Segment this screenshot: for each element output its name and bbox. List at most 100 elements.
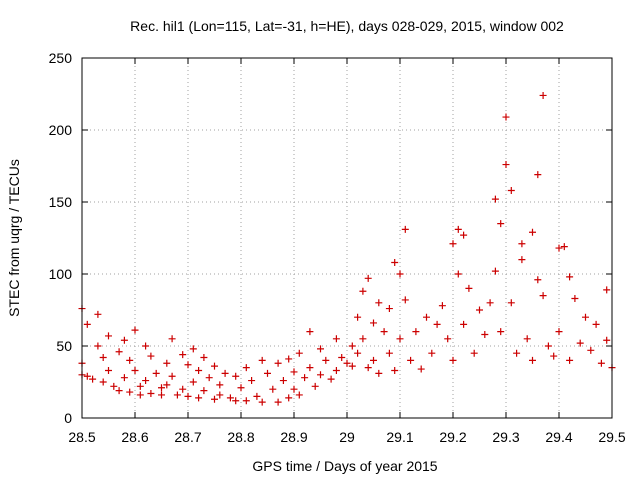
data-point — [428, 349, 436, 357]
data-point — [89, 375, 97, 383]
data-point — [507, 186, 515, 194]
data-point — [385, 349, 393, 357]
data-point — [226, 394, 234, 402]
grid — [82, 58, 612, 418]
data-point — [370, 319, 377, 327]
x-tick-label: 29.3 — [492, 429, 519, 445]
data-point — [354, 313, 362, 321]
data-point — [407, 356, 415, 364]
data-point — [338, 354, 346, 362]
data-point — [348, 342, 356, 350]
data-point — [163, 381, 171, 389]
data-point — [582, 313, 589, 321]
data-point — [105, 332, 112, 340]
x-tick-label: 28.7 — [174, 429, 201, 445]
data-point — [460, 320, 468, 328]
data-point — [126, 388, 134, 396]
data-point — [391, 366, 399, 374]
data-point — [306, 328, 314, 336]
data-point — [290, 385, 298, 393]
data-point — [232, 397, 240, 405]
data-point — [380, 328, 388, 336]
data-point — [120, 374, 128, 382]
y-axis-label: STEC from uqrg / TECUs — [6, 159, 22, 317]
data-point — [497, 328, 505, 336]
data-point — [173, 391, 181, 399]
data-point — [126, 356, 134, 364]
data-point — [502, 113, 510, 121]
data-point — [481, 330, 489, 338]
data-point — [115, 348, 123, 356]
data-point — [295, 391, 303, 399]
data-point — [401, 225, 409, 233]
data-point — [322, 356, 330, 364]
data-point — [168, 335, 176, 343]
data-point — [539, 292, 547, 300]
data-point — [449, 356, 457, 364]
x-tick-label: 29.2 — [439, 429, 466, 445]
data-point — [491, 267, 499, 275]
data-point — [184, 361, 192, 369]
data-point — [433, 320, 441, 328]
data-point — [497, 220, 505, 228]
data-point — [438, 302, 446, 310]
data-point — [370, 356, 377, 364]
data-point — [189, 378, 197, 386]
data-point — [423, 313, 430, 321]
data-point — [332, 366, 340, 374]
data-point — [94, 342, 102, 350]
data-point — [306, 364, 314, 372]
data-point — [264, 369, 271, 377]
data-point — [544, 342, 552, 350]
data-point — [460, 231, 468, 239]
data-point — [83, 320, 91, 328]
data-point — [560, 243, 568, 251]
data-point — [274, 398, 282, 406]
data-point — [147, 352, 155, 360]
data-point — [486, 299, 494, 307]
data-point — [136, 382, 144, 390]
x-tick-label: 29.4 — [545, 429, 572, 445]
data-point — [179, 351, 187, 359]
x-tick-label: 28.6 — [121, 429, 148, 445]
data-point — [83, 372, 91, 380]
data-point — [110, 382, 118, 390]
x-tick-label: 28.5 — [68, 429, 95, 445]
data-point — [168, 372, 176, 380]
data-point — [142, 342, 150, 350]
x-axis-label: GPS time / Days of year 2015 — [252, 458, 437, 474]
data-point — [375, 299, 383, 307]
y-tick-label: 50 — [56, 338, 72, 354]
data-point — [566, 356, 574, 364]
data-point — [184, 392, 192, 400]
data-point — [274, 359, 282, 367]
data-point — [142, 377, 150, 385]
data-point — [211, 362, 218, 370]
data-point — [465, 284, 473, 292]
data-point — [99, 354, 107, 362]
data-point — [195, 366, 203, 374]
data-point — [216, 391, 224, 399]
data-point — [200, 354, 208, 362]
data-point — [99, 378, 107, 386]
data-point — [364, 364, 372, 372]
data-point — [253, 392, 261, 400]
data-point — [534, 276, 542, 284]
data-point — [115, 387, 123, 395]
data-point — [587, 346, 595, 354]
data-point — [163, 359, 171, 367]
data-point — [205, 374, 213, 382]
data-point — [317, 345, 324, 353]
data-point — [152, 369, 160, 377]
data-point — [158, 391, 165, 399]
data-point — [195, 394, 203, 402]
data-point — [476, 306, 483, 314]
data-point — [359, 287, 367, 295]
data-point — [507, 299, 515, 307]
data-point — [237, 384, 245, 392]
x-tick-label: 28.8 — [227, 429, 254, 445]
data-point — [248, 377, 256, 385]
data-point — [105, 366, 112, 374]
data-point — [279, 377, 287, 385]
